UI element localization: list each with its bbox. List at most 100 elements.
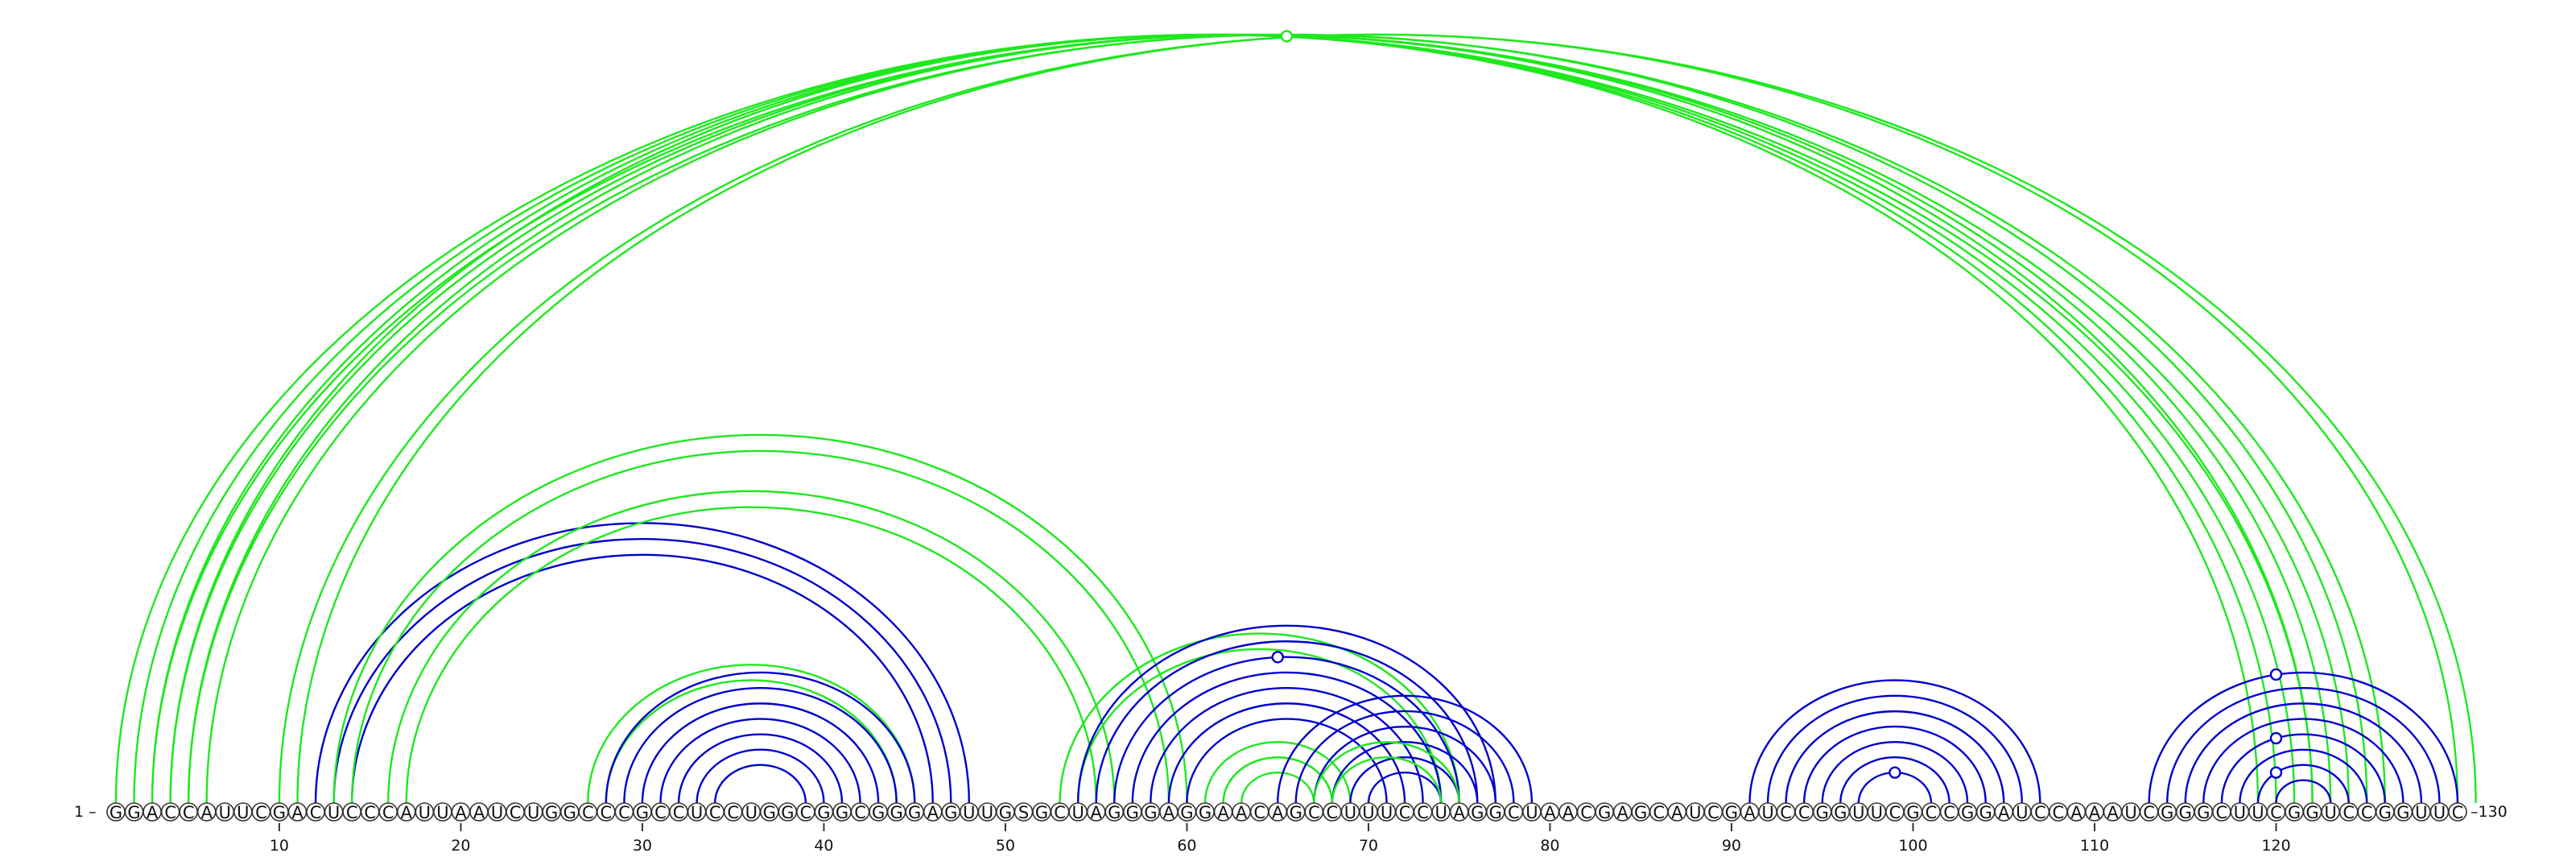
nucleotide-61: G [1199, 803, 1212, 822]
arc-blue-29-44 [623, 686, 898, 804]
nucleotide-15: C [364, 803, 376, 822]
nucleotide-67: C [1308, 803, 1320, 822]
arc-green-3-124 [152, 35, 2349, 803]
tick-label-70: 70 [1359, 837, 1378, 855]
nucleotide-12: C [310, 803, 322, 822]
nucleotide-90: G [1725, 803, 1738, 822]
arc-green-13-60 [332, 433, 1188, 804]
arc-blue-69-75 [1349, 756, 1460, 804]
arc-blue-116-127 [2202, 718, 2405, 804]
arc-green-16-56 [387, 490, 1116, 804]
nucleotide-112: U [2124, 803, 2136, 822]
nucleotide-82: C [1580, 803, 1592, 822]
nucleotide-14: C [346, 803, 358, 822]
nucleotide-78: C [1508, 803, 1520, 822]
nucleotide-88: U [1689, 803, 1701, 822]
nucleotide-25: G [545, 803, 558, 822]
nucleotide-68: C [1327, 803, 1339, 822]
nucleotide-95: G [1816, 803, 1829, 822]
nucleotide-124: C [2343, 803, 2355, 822]
arc-blue-28-45 [605, 671, 916, 804]
arc-blue-70-74 [1367, 771, 1443, 804]
arc-blue-113-130 [2148, 671, 2459, 804]
nucleotide-19: U [436, 803, 448, 822]
nucleotide-85: G [1634, 803, 1647, 822]
nucleotide-47: G [944, 803, 957, 822]
nucleotide-20: A [455, 803, 467, 822]
arc-blue-92-106 [1766, 694, 2023, 804]
nucleotide-36: U [745, 803, 758, 822]
nucleotide-83: G [1598, 803, 1611, 822]
arc-blue-31-42 [659, 718, 861, 804]
nucleotide-129: U [2434, 803, 2446, 822]
nucleotide-115: G [2179, 803, 2192, 822]
nucleotide-100: G [1906, 803, 1919, 822]
tick-label-50: 50 [996, 837, 1015, 855]
arc-blue-118-125 [2239, 748, 2368, 804]
nucleotide-93: C [1780, 803, 1792, 822]
tick-label-110: 110 [2080, 837, 2109, 855]
nucleotide-102: C [1943, 803, 1955, 822]
nucleotide-97: U [1852, 803, 1864, 822]
nucleotide-10: G [273, 803, 286, 822]
tick-label-10: 10 [270, 837, 289, 855]
arc-green-14-59 [350, 449, 1170, 804]
nucleotide-53: C [1054, 803, 1066, 822]
nucleotide-109: A [2070, 803, 2083, 822]
nucleotide-56: G [1108, 803, 1121, 822]
nucleotide-33: U [691, 803, 703, 822]
nucleotide-86: C [1653, 803, 1665, 822]
nucleotide-91: A [1744, 803, 1756, 822]
nucleotide-26: G [564, 803, 576, 822]
nucleotide-13: U [328, 803, 340, 822]
nucleotide-120: C [2270, 803, 2282, 822]
base-pair-arcs [116, 35, 2476, 803]
nucleotide-30: G [636, 803, 649, 822]
sequence-start-label: 1 – [74, 803, 97, 821]
nucleotide-77: G [1489, 803, 1502, 822]
nucleotide-98: U [1871, 803, 1883, 822]
nucleotide-106: U [2016, 803, 2028, 822]
tick-label-100: 100 [1898, 837, 1927, 855]
nucleotide-81: A [1563, 803, 1575, 822]
nucleotide-122: G [2306, 803, 2318, 822]
tick-label-40: 40 [814, 837, 833, 855]
nucleotide-92: U [1761, 803, 1773, 822]
arc-green-5-122 [188, 35, 2312, 803]
nucleotide-84: A [1616, 803, 1629, 822]
nucleotide-44: G [890, 803, 903, 822]
nucleotide-35: C [727, 803, 739, 822]
nucleotide-22: U [491, 803, 503, 822]
nucleotide-101: C [1926, 803, 1938, 822]
nucleotide-23: C [510, 803, 522, 822]
arc-marker-1 [1280, 30, 1294, 43]
arc-green-53-75 [1059, 632, 1460, 804]
arc-green-27-45 [587, 664, 916, 804]
nucleotide-62: A [1217, 803, 1229, 822]
nucleotide-113: C [2143, 803, 2155, 822]
nucleotide-3: A [147, 803, 159, 822]
nucleotide-7: U [219, 803, 231, 822]
nucleotide-52: G [1035, 803, 1048, 822]
arc-blue-14-46 [350, 553, 934, 804]
arc-blue-54-77 [1076, 624, 1496, 804]
arc-green-17-55 [405, 506, 1097, 804]
nucleotide-107: C [2034, 803, 2046, 822]
tick-label-30: 30 [633, 837, 652, 855]
arc-blue-12-48 [314, 522, 971, 804]
arc-blue-120-123 [2275, 779, 2332, 804]
nucleotide-55: A [1091, 803, 1103, 822]
nucleotide-27: C [582, 803, 594, 822]
arc-blue-33-40 [696, 748, 825, 804]
nucleotide-105: A [1998, 803, 2010, 822]
arc-blue-34-39 [713, 764, 807, 804]
nucleotide-75: A [1454, 803, 1466, 822]
nucleotide-87: A [1671, 803, 1683, 822]
arc-green-4-123 [169, 33, 2332, 804]
nucleotide-79: U [1525, 803, 1538, 822]
arc-markers [1271, 30, 2283, 779]
nucleotide-94: C [1798, 803, 1810, 822]
nucleotide-49: U [981, 803, 993, 822]
nucleotide-42: C [854, 803, 866, 822]
